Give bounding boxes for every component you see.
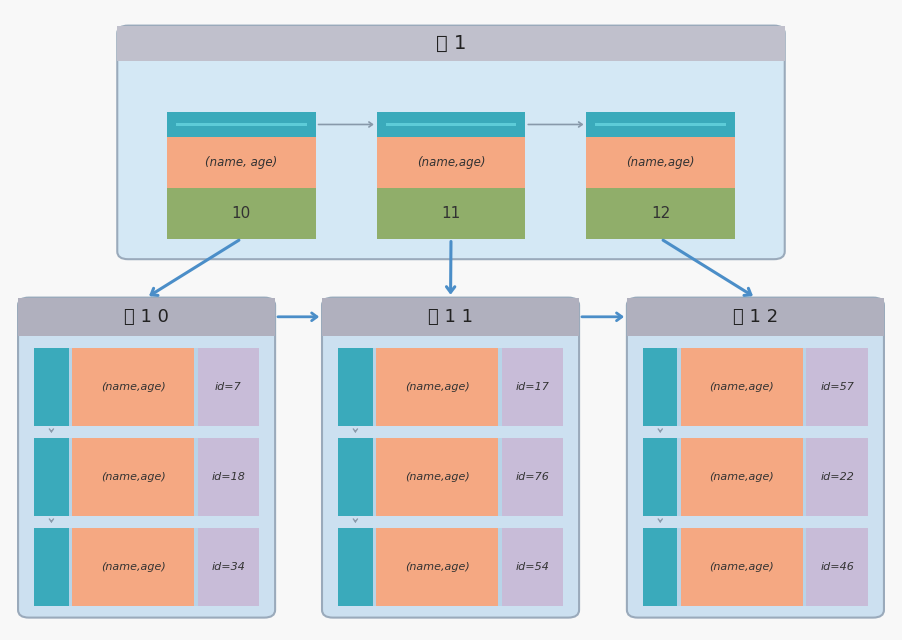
FancyBboxPatch shape — [167, 136, 316, 188]
Text: (name,age): (name,age) — [101, 562, 165, 572]
FancyBboxPatch shape — [176, 123, 307, 125]
FancyBboxPatch shape — [586, 188, 735, 239]
FancyBboxPatch shape — [681, 438, 803, 516]
Text: id=17: id=17 — [515, 382, 549, 392]
FancyBboxPatch shape — [376, 438, 498, 516]
FancyBboxPatch shape — [502, 438, 563, 516]
FancyBboxPatch shape — [72, 348, 194, 426]
Text: id=22: id=22 — [820, 472, 854, 482]
Text: (name,age): (name,age) — [417, 156, 485, 168]
FancyBboxPatch shape — [34, 348, 69, 426]
FancyBboxPatch shape — [681, 348, 803, 426]
FancyBboxPatch shape — [386, 123, 516, 125]
FancyBboxPatch shape — [643, 438, 677, 516]
FancyBboxPatch shape — [377, 136, 525, 188]
FancyBboxPatch shape — [586, 113, 735, 136]
FancyBboxPatch shape — [34, 527, 69, 606]
FancyBboxPatch shape — [338, 527, 373, 606]
FancyBboxPatch shape — [806, 438, 868, 516]
FancyBboxPatch shape — [643, 527, 677, 606]
Text: (name,age): (name,age) — [710, 472, 774, 482]
FancyBboxPatch shape — [586, 113, 735, 239]
Text: 11: 11 — [441, 205, 461, 221]
Text: 页 1 2: 页 1 2 — [732, 308, 778, 326]
FancyBboxPatch shape — [502, 348, 563, 426]
FancyBboxPatch shape — [322, 298, 579, 336]
FancyBboxPatch shape — [72, 527, 194, 606]
Text: 页 1 0: 页 1 0 — [124, 308, 169, 326]
FancyBboxPatch shape — [72, 438, 194, 516]
FancyBboxPatch shape — [627, 298, 884, 618]
Text: 页 1 1: 页 1 1 — [428, 308, 473, 326]
FancyBboxPatch shape — [502, 527, 563, 606]
FancyBboxPatch shape — [18, 298, 275, 618]
FancyBboxPatch shape — [198, 527, 259, 606]
Text: id=57: id=57 — [820, 382, 854, 392]
Text: (name,age): (name,age) — [101, 382, 165, 392]
Text: (name,age): (name,age) — [405, 382, 469, 392]
Text: id=18: id=18 — [211, 472, 245, 482]
FancyBboxPatch shape — [338, 438, 373, 516]
FancyBboxPatch shape — [117, 26, 785, 61]
FancyBboxPatch shape — [18, 298, 275, 336]
FancyBboxPatch shape — [595, 123, 726, 125]
FancyBboxPatch shape — [377, 113, 525, 239]
FancyBboxPatch shape — [338, 348, 373, 426]
FancyBboxPatch shape — [167, 113, 316, 239]
FancyBboxPatch shape — [167, 113, 316, 136]
FancyBboxPatch shape — [167, 188, 316, 239]
FancyBboxPatch shape — [681, 527, 803, 606]
FancyBboxPatch shape — [338, 348, 563, 426]
Text: id=54: id=54 — [515, 562, 549, 572]
FancyBboxPatch shape — [376, 527, 498, 606]
FancyBboxPatch shape — [34, 527, 259, 606]
Text: 页 1: 页 1 — [436, 34, 466, 52]
FancyBboxPatch shape — [377, 188, 525, 239]
Text: (name,age): (name,age) — [101, 472, 165, 482]
FancyBboxPatch shape — [34, 348, 259, 426]
FancyBboxPatch shape — [338, 438, 563, 516]
FancyBboxPatch shape — [643, 527, 868, 606]
FancyBboxPatch shape — [806, 348, 868, 426]
FancyBboxPatch shape — [627, 298, 884, 336]
FancyBboxPatch shape — [643, 348, 868, 426]
FancyBboxPatch shape — [586, 136, 735, 188]
FancyBboxPatch shape — [643, 438, 868, 516]
Text: (name,age): (name,age) — [405, 562, 469, 572]
Text: id=46: id=46 — [820, 562, 854, 572]
FancyBboxPatch shape — [198, 438, 259, 516]
Text: id=7: id=7 — [215, 382, 242, 392]
Text: (name,age): (name,age) — [405, 472, 469, 482]
FancyBboxPatch shape — [338, 527, 563, 606]
FancyBboxPatch shape — [377, 113, 525, 136]
FancyBboxPatch shape — [322, 298, 579, 618]
Text: id=34: id=34 — [211, 562, 245, 572]
FancyBboxPatch shape — [117, 26, 785, 259]
Text: (name, age): (name, age) — [205, 156, 278, 168]
FancyBboxPatch shape — [198, 348, 259, 426]
Text: id=76: id=76 — [515, 472, 549, 482]
Text: (name,age): (name,age) — [710, 382, 774, 392]
Text: (name,age): (name,age) — [627, 156, 695, 168]
FancyBboxPatch shape — [34, 438, 69, 516]
FancyBboxPatch shape — [643, 348, 677, 426]
Text: 10: 10 — [232, 205, 251, 221]
FancyBboxPatch shape — [376, 348, 498, 426]
Text: 12: 12 — [651, 205, 670, 221]
FancyBboxPatch shape — [806, 527, 868, 606]
Text: (name,age): (name,age) — [710, 562, 774, 572]
FancyBboxPatch shape — [34, 438, 259, 516]
